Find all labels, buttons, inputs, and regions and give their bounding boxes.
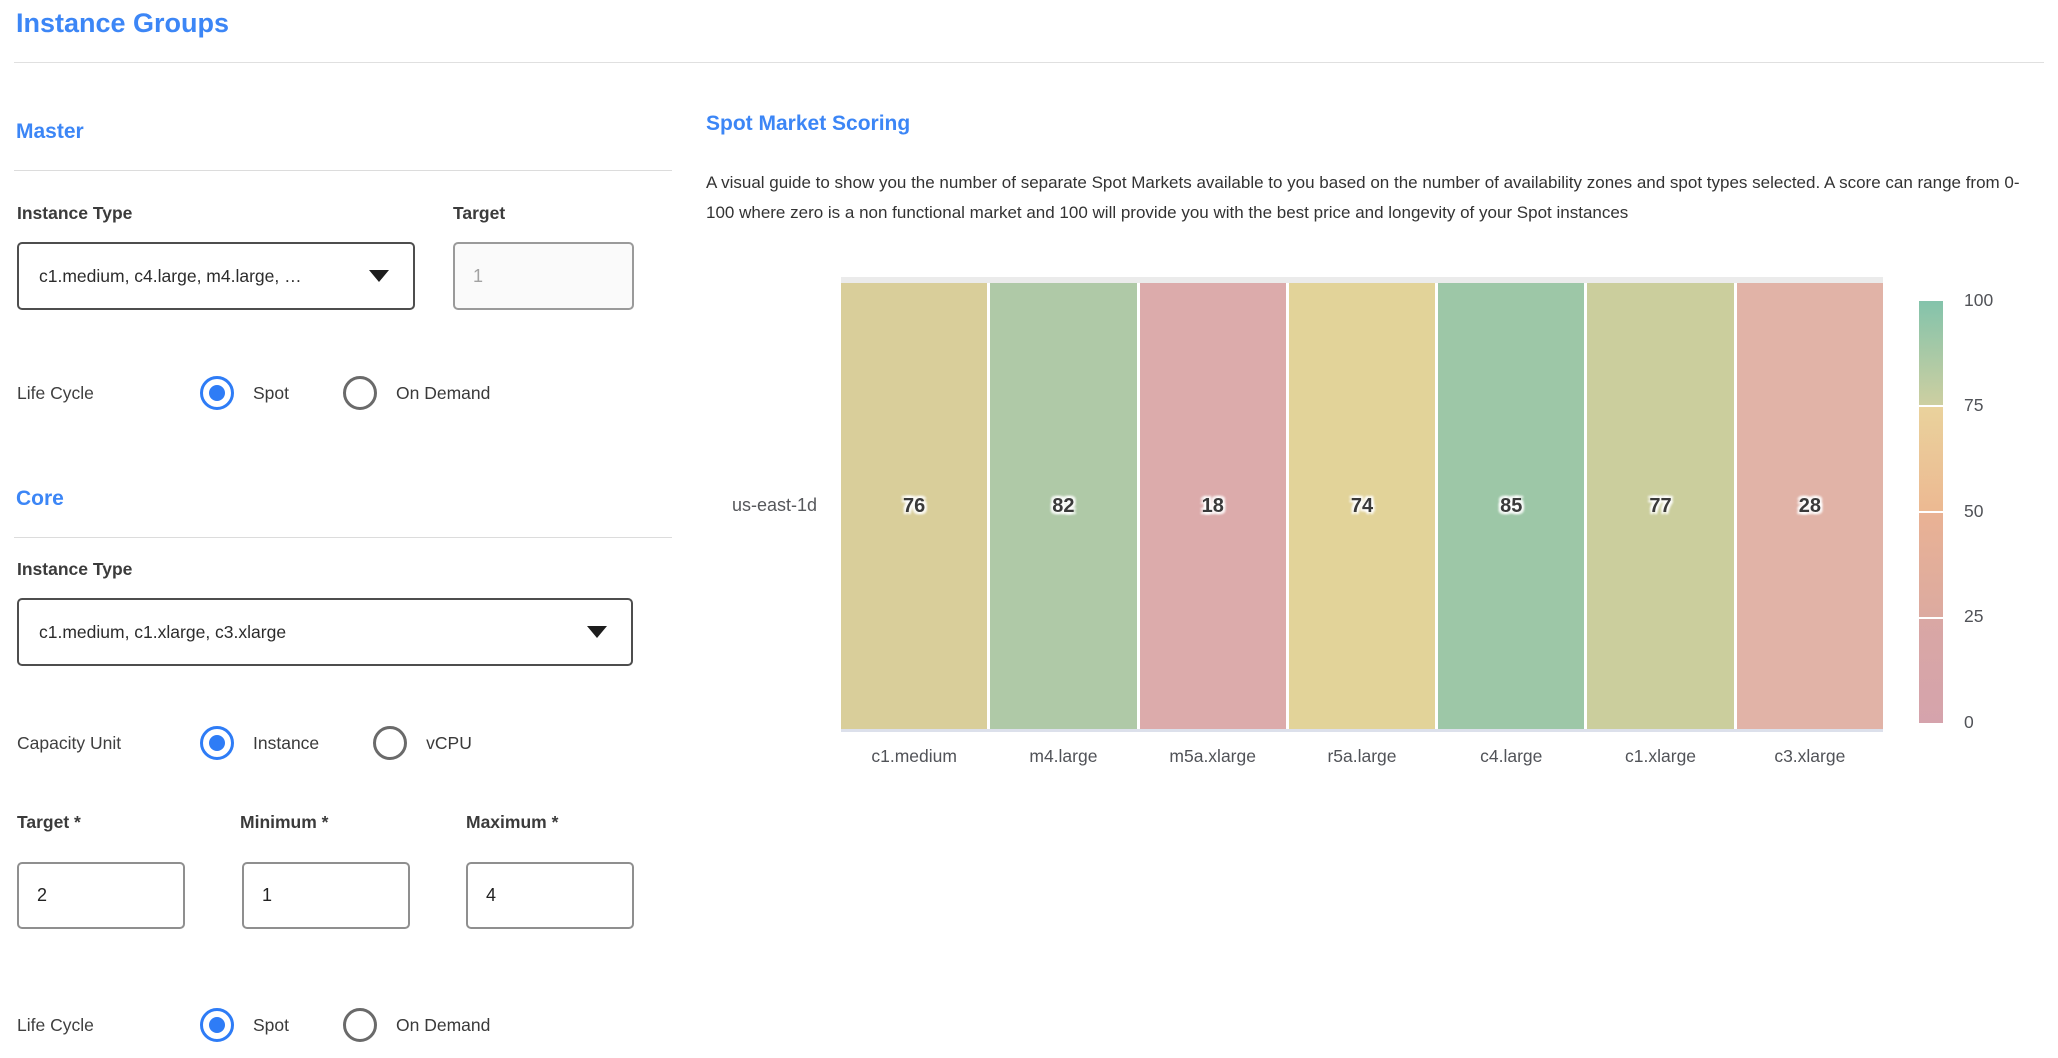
heatmap-cell-c3-xlarge[interactable]: 28 <box>1736 283 1883 729</box>
colorbar-segment <box>1919 407 1943 511</box>
radio-unselected-icon[interactable] <box>343 376 377 410</box>
heatmap-cell-c1-medium[interactable]: 76 <box>841 283 988 729</box>
master-instance-type-select[interactable]: c1.medium, c4.large, m4.large, … <box>17 242 415 310</box>
x-axis-label: c1.xlarge <box>1625 746 1697 766</box>
radio-selected-icon[interactable] <box>200 726 234 760</box>
core-target-input[interactable] <box>17 862 185 929</box>
colorbar-tick: 25 <box>1964 606 1984 626</box>
colorbar-segment <box>1919 301 1943 405</box>
master-divider <box>14 170 672 171</box>
heatmap-cell-value: 85 <box>1500 494 1523 517</box>
radio-label: On Demand <box>396 1014 491 1035</box>
colorbar-segment <box>1919 513 1943 617</box>
x-axis-label: m4.large <box>1029 746 1098 766</box>
heatmap-cell-c1-xlarge[interactable]: 77 <box>1587 283 1734 729</box>
master-radio-option-spot[interactable]: Spot <box>200 376 289 410</box>
radio-unselected-icon[interactable] <box>373 726 408 760</box>
heatmap-cell-c4-large[interactable]: 85 <box>1438 283 1585 729</box>
colorbar-tick: 0 <box>1964 712 1974 732</box>
heatmap-row-label: us-east-1d <box>731 495 817 515</box>
core-maximum-label: Maximum * <box>466 812 559 832</box>
x-axis-label: c1.medium <box>871 746 957 766</box>
heatmap-cell-value: 76 <box>903 494 926 517</box>
radio-selected-icon[interactable] <box>200 376 234 410</box>
heatmap-cell-r5a-large[interactable]: 74 <box>1288 283 1436 729</box>
colorbar-segment <box>1919 619 1943 723</box>
master-instance-type-value: c1.medium, c4.large, m4.large, … <box>39 265 302 286</box>
master-life-cycle-label: Life Cycle <box>17 383 94 403</box>
radio-dot <box>209 735 225 751</box>
radio-label: vCPU <box>426 732 472 753</box>
heatmap-cell-value: 74 <box>1350 494 1374 517</box>
colorbar-tick: 75 <box>1964 395 1984 415</box>
core-divider <box>14 537 672 538</box>
x-axis-label: c3.xlarge <box>1774 746 1846 766</box>
heatmap-cell-value: 82 <box>1052 494 1075 517</box>
radio-label: Spot <box>253 382 289 403</box>
core-life-cycle-label: Life Cycle <box>17 1015 94 1035</box>
capacity-unit-label: Capacity Unit <box>17 733 122 753</box>
core-instance-type-label: Instance Type <box>17 559 133 579</box>
heatmap-cell-value: 28 <box>1798 494 1821 517</box>
radio-label: Instance <box>253 732 320 753</box>
master-life-cycle-group: Spot On Demand <box>200 375 544 411</box>
core-maximum-input[interactable] <box>466 862 634 929</box>
heatmap-cell-value: 77 <box>1649 494 1672 517</box>
radio-dot <box>209 1017 225 1033</box>
page-divider <box>14 62 2044 63</box>
colorbar-tick: 100 <box>1964 290 1994 310</box>
scoring-description: A visual guide to show you the number of… <box>706 173 2020 222</box>
heatmap-x-axis: c1.medium m4.large m5a.xlarge r5a.large … <box>841 746 1883 767</box>
colorbar <box>1919 301 1943 723</box>
core-life-cycle-group: Spot On Demand <box>200 1007 544 1043</box>
radio-label: Spot <box>253 1014 289 1035</box>
core-section-heading: Core <box>16 487 64 510</box>
core-instance-type-value: c1.medium, c1.xlarge, c3.xlarge <box>39 621 287 642</box>
capacity-radio-option-vcpu[interactable]: vCPU <box>373 726 472 760</box>
heatmap-cell-m4-large[interactable]: 82 <box>990 283 1137 729</box>
radio-selected-icon[interactable] <box>200 1008 234 1042</box>
core-target-label: Target * <box>17 812 81 832</box>
master-radio-option-on-demand[interactable]: On Demand <box>343 376 490 410</box>
x-axis-label: r5a.large <box>1327 746 1397 766</box>
core-instance-type-select[interactable]: c1.medium, c1.xlarge, c3.xlarge <box>17 598 633 666</box>
radio-unselected-icon[interactable] <box>343 1008 377 1042</box>
chevron-down-icon <box>587 626 607 638</box>
heatmap-cell-value: 18 <box>1201 494 1224 517</box>
core-minimum-input[interactable] <box>242 862 410 929</box>
radio-dot <box>209 385 225 401</box>
master-instance-type-label: Instance Type <box>17 203 133 223</box>
core-radio-option-spot[interactable]: Spot <box>200 1008 289 1042</box>
core-radio-option-on-demand[interactable]: On Demand <box>343 1008 490 1042</box>
core-minimum-label: Minimum * <box>240 812 329 832</box>
colorbar-tick: 50 <box>1964 501 1984 521</box>
capacity-unit-group: Instance vCPU <box>200 725 526 761</box>
x-axis-label: m5a.xlarge <box>1169 746 1256 766</box>
capacity-radio-option-instance[interactable]: Instance <box>200 726 319 760</box>
master-target-input[interactable] <box>453 242 634 310</box>
master-section-heading: Master <box>16 120 84 143</box>
scoring-heading: Spot Market Scoring <box>706 112 911 135</box>
spot-score-heatmap: 76 82 18 74 85 77 28 <box>841 277 1883 732</box>
x-axis-label: c4.large <box>1480 746 1543 766</box>
master-target-label: Target <box>453 203 506 223</box>
heatmap-cell-m5a-xlarge[interactable]: 18 <box>1139 283 1286 729</box>
page-title: Instance Groups <box>16 8 230 38</box>
radio-label: On Demand <box>396 382 491 403</box>
chevron-down-icon <box>369 270 389 282</box>
